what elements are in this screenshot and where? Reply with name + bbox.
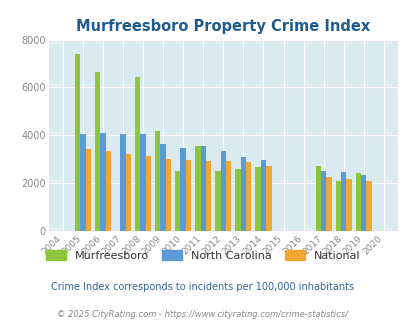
Text: © 2025 CityRating.com - https://www.cityrating.com/crime-statistics/: © 2025 CityRating.com - https://www.city… (58, 310, 347, 319)
Bar (205, 161, 211, 231)
Bar (335, 181, 340, 231)
Bar (140, 134, 145, 231)
Bar (160, 144, 165, 231)
Bar (215, 171, 220, 231)
Bar (134, 77, 140, 231)
Bar (360, 175, 366, 231)
Bar (120, 134, 126, 231)
Bar (126, 154, 131, 231)
Text: Crime Index corresponds to incidents per 100,000 inhabitants: Crime Index corresponds to incidents per… (51, 282, 354, 292)
Bar (94, 72, 100, 231)
Bar (345, 179, 351, 231)
Bar (266, 166, 271, 231)
Bar (320, 171, 326, 231)
Bar (200, 146, 205, 231)
Bar (175, 171, 180, 231)
Bar (340, 172, 345, 231)
Bar (180, 148, 185, 231)
Bar (226, 161, 231, 231)
Bar (85, 149, 91, 231)
Bar (105, 151, 111, 231)
Bar (355, 173, 360, 231)
Title: Murfreesboro Property Crime Index: Murfreesboro Property Crime Index (76, 19, 369, 34)
Bar (240, 157, 245, 231)
Bar (145, 156, 151, 231)
Bar (260, 160, 266, 231)
Bar (80, 134, 85, 231)
Bar (75, 54, 80, 231)
Bar (165, 159, 171, 231)
Bar (234, 169, 240, 231)
Bar (155, 130, 160, 231)
Bar (185, 160, 191, 231)
Bar (326, 177, 331, 231)
Bar (255, 167, 260, 231)
Bar (220, 151, 226, 231)
Bar (100, 133, 105, 231)
Legend: Murfreesboro, North Carolina, National: Murfreesboro, North Carolina, National (45, 250, 360, 260)
Bar (315, 166, 320, 231)
Bar (245, 162, 251, 231)
Bar (195, 146, 200, 231)
Bar (366, 181, 371, 231)
